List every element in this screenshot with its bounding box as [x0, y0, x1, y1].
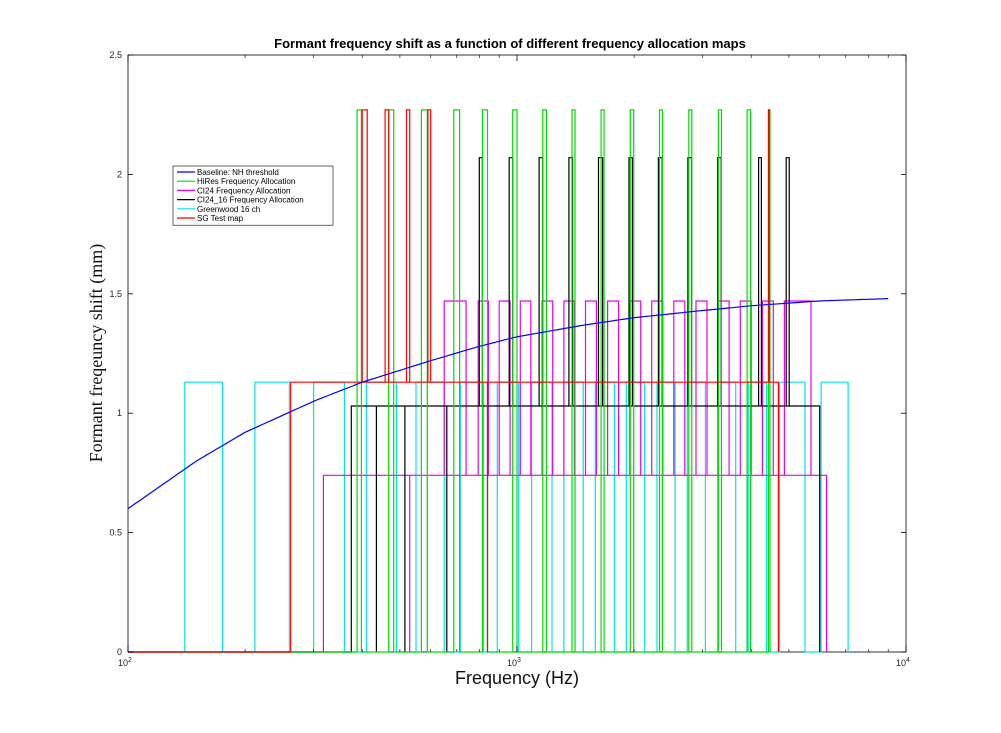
legend-label-sg-test-map: SG Test map [197, 214, 244, 223]
y-tick-label: 0.5 [109, 528, 122, 538]
chart-title: Formant frequency shift as a function of… [274, 36, 746, 51]
legend-box [172, 165, 334, 226]
y-tick-label: 1.5 [109, 289, 122, 299]
y-tick-label: 0 [117, 647, 122, 657]
series-layer [127, 109, 889, 653]
tick-layer: 0 0.5 1 1.5 2 2.5 102 103 104 [109, 50, 910, 668]
x-tick-label: 104 [896, 657, 910, 668]
legend-label-ci24-16-frequency-allocation: CI24_16 Frequency Allocation [197, 196, 304, 205]
series-hires-frequency-allocation [128, 109, 771, 653]
x-axis-label: Frequency (Hz) [455, 668, 579, 688]
legend-label-greenwood-16-ch: Greenwood 16 ch [197, 205, 260, 214]
y-axis-label: Formant freqeuncy shift (mm) [86, 244, 107, 462]
y-tick-label: 2 [117, 169, 122, 179]
y-tick-label: 1 [117, 408, 122, 418]
legend-label-ci24-frequency-allocation: CI24 Frequency Allocation [197, 186, 290, 195]
legend-label-hires-frequency-allocation: HiRes Frequency Allocation [197, 177, 295, 186]
series-sg-test-map [128, 109, 779, 653]
x-tick-label: 103 [507, 657, 521, 668]
legend-label-baseline-nh-threshold: Baseline: NH threshold [197, 168, 279, 177]
series-baseline-nh-threshold [127, 298, 889, 510]
y-tick-label: 2.5 [109, 50, 122, 60]
x-tick-label: 102 [118, 657, 132, 668]
